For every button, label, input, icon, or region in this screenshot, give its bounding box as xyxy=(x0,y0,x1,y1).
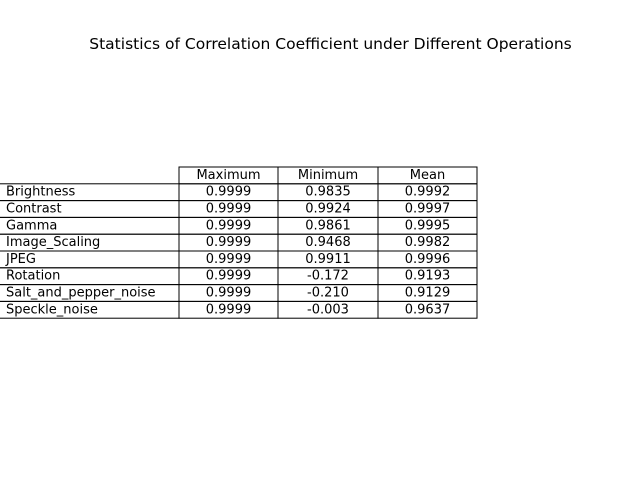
cell-gamma-mean: 0.9995 xyxy=(405,218,451,233)
data-cell-border xyxy=(377,300,478,319)
row-label-jpeg: JPEG xyxy=(5,252,36,267)
cell-jpeg-minimum: 0.9911 xyxy=(305,252,351,267)
row-label-contrast: Contrast xyxy=(6,202,62,217)
cell-jpeg-mean: 0.9996 xyxy=(405,252,451,267)
cell-salt-and-pepper-noise-maximum: 0.9999 xyxy=(206,286,252,301)
chart-title: Statistics of Correlation Coefficient un… xyxy=(89,35,572,53)
cell-brightness-mean: 0.9992 xyxy=(405,185,451,200)
row-label-image-scaling: Image_Scaling xyxy=(6,235,100,250)
row-label-brightness: Brightness xyxy=(6,185,75,200)
cell-image-scaling-mean: 0.9982 xyxy=(405,235,451,250)
cell-speckle-noise-minimum: -0.003 xyxy=(307,302,349,317)
cell-brightness-minimum: 0.9835 xyxy=(305,185,351,200)
column-header-minimum: Minimum xyxy=(298,168,358,183)
cell-speckle-noise-mean: 0.9637 xyxy=(405,302,451,317)
cell-rotation-mean: 0.9193 xyxy=(405,269,451,284)
row-label-salt-and-pepper-noise: Salt_and_pepper_noise xyxy=(6,286,156,301)
cell-contrast-mean: 0.9997 xyxy=(405,202,451,217)
row-label-speckle-noise: Speckle_noise xyxy=(6,302,98,317)
cell-brightness-maximum: 0.9999 xyxy=(206,185,252,200)
cell-contrast-maximum: 0.9999 xyxy=(206,202,252,217)
cell-image-scaling-maximum: 0.9999 xyxy=(206,235,252,250)
cell-contrast-minimum: 0.9924 xyxy=(305,202,351,217)
cell-jpeg-maximum: 0.9999 xyxy=(206,252,252,267)
cell-salt-and-pepper-noise-minimum: -0.210 xyxy=(307,286,349,301)
column-header-mean: Mean xyxy=(410,168,445,183)
cell-rotation-maximum: 0.9999 xyxy=(206,269,252,284)
row-label-gamma: Gamma xyxy=(6,218,57,233)
cell-rotation-minimum: -0.172 xyxy=(307,269,349,284)
cell-speckle-noise-maximum: 0.9999 xyxy=(206,302,252,317)
cell-gamma-minimum: 0.9861 xyxy=(305,218,351,233)
row-label-rotation: Rotation xyxy=(6,269,60,284)
cell-salt-and-pepper-noise-mean: 0.9129 xyxy=(405,286,451,301)
cell-image-scaling-minimum: 0.9468 xyxy=(305,235,351,250)
cell-gamma-maximum: 0.9999 xyxy=(206,218,252,233)
column-header-maximum: Maximum xyxy=(196,168,260,183)
